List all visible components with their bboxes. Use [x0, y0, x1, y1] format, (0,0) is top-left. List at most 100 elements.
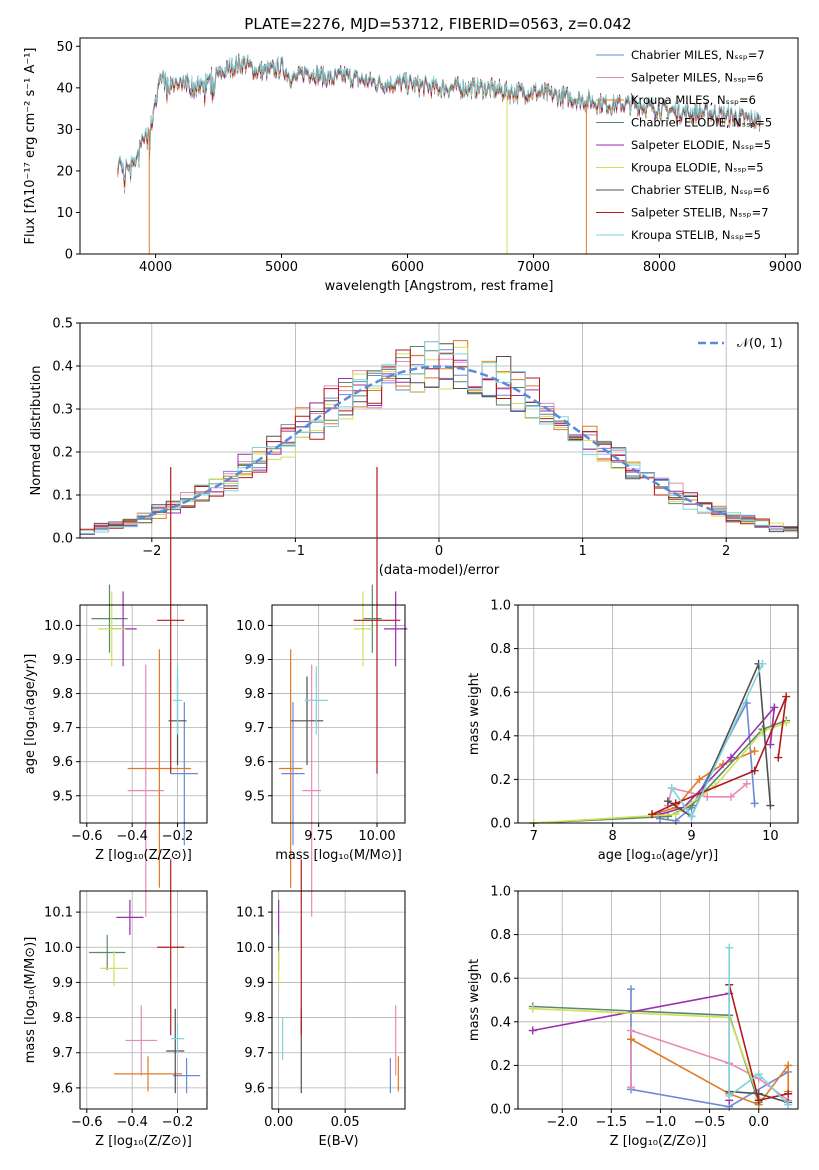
error-bar-point — [157, 467, 185, 774]
error-bar-point — [290, 676, 324, 766]
mass-weight-line — [667, 663, 772, 818]
axes-frame — [517, 604, 799, 824]
legend-entry: Salpeter ELODIE, Nₛₛₚ=5 — [631, 138, 771, 152]
legend: Chabrier MILES, Nₛₛₚ=7 Salpeter MILES, Nₛ… — [596, 48, 772, 242]
y-tick-label: 20 — [56, 164, 73, 179]
x-tick-label: −0.5 — [694, 1115, 726, 1130]
y-axis-label: Flux [fλ10⁻¹⁷ erg cm⁻² s⁻¹ A⁻¹] — [23, 48, 38, 245]
y-tick-label: 0.4 — [490, 729, 511, 744]
y-tick-label: 0.2 — [490, 1059, 511, 1074]
y-tick-label: 30 — [56, 123, 73, 138]
data-point-marker — [626, 1083, 635, 1092]
error-bar-point — [89, 934, 126, 971]
x-axis-label: (data-model)/error — [379, 563, 500, 578]
data-point-marker — [754, 1070, 763, 1079]
y-tick-label: 50 — [56, 40, 73, 55]
data-point-marker — [784, 1089, 793, 1098]
mass-weight-line — [532, 1005, 760, 1103]
data-point-marker — [726, 792, 735, 801]
x-tick-label: 8 — [609, 829, 617, 844]
x-tick-label: 9000 — [769, 260, 802, 275]
error-bar-point — [304, 666, 328, 735]
panel-2: −2 −1 0 1 2 0.0 0.1 0.2 0.3 0.4 0.5 (data-model)/er… — [29, 317, 799, 578]
x-tick-label: 7000 — [517, 260, 550, 275]
y-axis-label: mass weight — [467, 959, 482, 1041]
y-axis-label: mass [log₁₀(M/M⊙)] — [23, 937, 38, 1064]
axes-frame — [271, 604, 406, 824]
histogram-series — [80, 349, 798, 530]
x-tick-label: −0.6 — [71, 1115, 103, 1130]
y-tick-label: 0.3 — [52, 403, 73, 418]
plot-area — [89, 859, 201, 1094]
axes-frame — [79, 604, 208, 824]
panel-4: 9.75 10.00 9.5 9.6 9.7 9.8 9.9 10.0 mass [log₁₀(… — [236, 467, 408, 917]
legend-entry: Salpeter MILES, Nₛₛₚ=6 — [631, 71, 764, 85]
data-point-marker — [766, 801, 775, 810]
y-tick-label: 9.7 — [52, 1046, 73, 1061]
data-point-marker — [758, 659, 767, 668]
axes-frame — [517, 890, 799, 1110]
error-bar-point — [125, 1005, 158, 1076]
data-point-marker — [528, 1004, 537, 1013]
data-point-marker — [687, 812, 696, 821]
panel-3: −0.6 −0.4 −0.2 9.5 9.6 9.7 9.8 9.9 10.0 Z [log₁₀(… — [23, 467, 208, 917]
legend-entry: Salpeter STELIB, Nₛₛₚ=7 — [631, 206, 769, 220]
y-tick-label: 9.5 — [52, 789, 73, 804]
data-point-marker — [726, 753, 735, 762]
error-bar-point — [281, 702, 305, 846]
data-point-marker — [703, 792, 712, 801]
x-tick-label: 0.0 — [748, 1115, 769, 1130]
data-point-marker — [655, 810, 664, 819]
x-tick-label: 10 — [762, 829, 779, 844]
error-bar-point — [279, 649, 303, 888]
y-tick-label: 10.0 — [236, 941, 265, 956]
data-point-marker — [766, 740, 775, 749]
panel-7: 0.00 0.05 9.6 9.7 9.8 9.9 10.0 10.1 E(B-V) — [236, 859, 406, 1149]
y-tick-label: 9.6 — [244, 755, 265, 770]
x-tick-label: −0.2 — [162, 829, 194, 844]
error-bar-point — [170, 1024, 185, 1053]
y-tick-label: 9.7 — [244, 1046, 265, 1061]
y-tick-label: 0.6 — [490, 686, 511, 701]
data-point-marker — [758, 727, 767, 736]
y-tick-label: 10.0 — [44, 619, 73, 634]
x-tick-label: 0 — [435, 544, 443, 559]
data-point-marker — [667, 784, 676, 793]
data-point-marker — [784, 1061, 793, 1070]
normal-reference-curve — [137, 365, 734, 521]
y-tick-label: 0.1 — [52, 489, 73, 504]
y-tick-label: 40 — [56, 81, 73, 96]
x-tick-label: −1.5 — [596, 1115, 628, 1130]
x-tick-label: −2 — [142, 544, 161, 559]
y-tick-label: 10 — [56, 206, 73, 221]
y-tick-label: 0.4 — [52, 360, 73, 375]
plot-area — [91, 467, 198, 917]
error-bar-point — [302, 664, 321, 917]
error-bar-point — [170, 702, 198, 846]
y-tick-label: 10.0 — [44, 941, 73, 956]
y-tick-label: 10.1 — [236, 906, 265, 921]
axes-frame — [79, 890, 208, 1110]
x-tick-label: 7 — [530, 829, 538, 844]
y-tick-label: 0.4 — [490, 1015, 511, 1030]
x-tick-label: −0.4 — [116, 1115, 148, 1130]
data-point-marker — [770, 703, 779, 712]
error-bar-point — [353, 591, 373, 667]
x-tick-label: 1 — [578, 544, 586, 559]
x-tick-label: −2.0 — [546, 1115, 578, 1130]
data-point-marker — [695, 775, 704, 784]
y-tick-label: 0.0 — [490, 817, 511, 832]
error-bar-point — [353, 467, 401, 774]
data-point-marker — [725, 1091, 734, 1100]
data-point-marker — [671, 810, 680, 819]
x-axis-label: Z [log₁₀(Z/Z⊙)] — [95, 848, 192, 863]
plot-area — [80, 340, 798, 535]
y-tick-label: 0.2 — [52, 446, 73, 461]
histogram-series — [80, 341, 798, 534]
plot-area — [528, 943, 793, 1111]
y-tick-label: 9.8 — [244, 1011, 265, 1026]
x-tick-label: −1.0 — [645, 1115, 677, 1130]
x-tick-label: 10.00 — [358, 829, 395, 844]
data-point-marker — [648, 810, 657, 819]
y-tick-label: 9.8 — [52, 687, 73, 702]
